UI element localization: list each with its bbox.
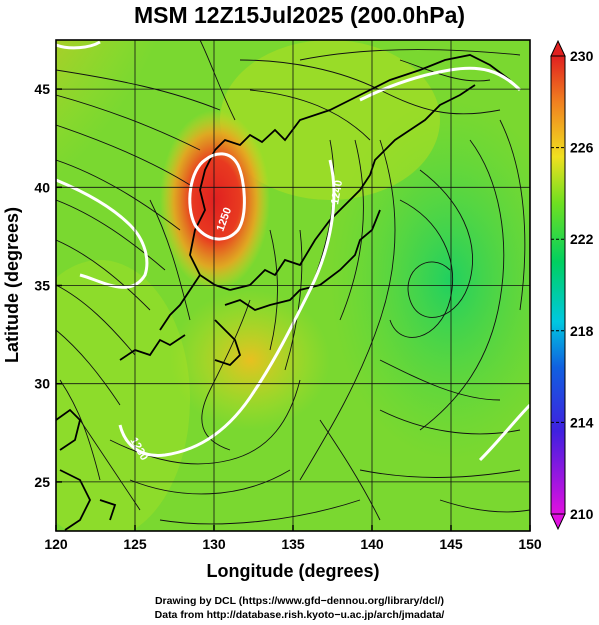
colorbar: 210 214 218 222 226 230 bbox=[550, 39, 594, 531]
x-tick-label: 130 bbox=[202, 536, 226, 552]
contour-1230-ne bbox=[359, 66, 522, 102]
y-tick-label: 30 bbox=[34, 376, 50, 392]
contour-1230-top bbox=[56, 40, 101, 50]
colorbar-tick-label: 222 bbox=[570, 231, 594, 247]
x-tick-label: 120 bbox=[44, 536, 68, 552]
colorbar-tick-label: 226 bbox=[570, 140, 594, 156]
streamlines bbox=[56, 40, 530, 525]
axis-ticks: 120 125 130 135 140 145 150 25 30 35 40 45 bbox=[34, 81, 541, 552]
contour-1240 bbox=[118, 159, 336, 457]
x-tick-label: 140 bbox=[360, 536, 384, 552]
colorbar-tick-label: 230 bbox=[570, 48, 594, 64]
map-title: MSM 12Z15Jul2025 (200.0hPa) bbox=[133, 2, 466, 28]
y-axis-title: Latitude (degrees) bbox=[2, 207, 22, 363]
y-tick-label: 35 bbox=[34, 278, 50, 294]
credits-line-1: Drawing by DCL (https://www.gfd−dennou.o… bbox=[154, 595, 445, 607]
colorbar-tick-label: 210 bbox=[570, 506, 594, 522]
coastlines bbox=[56, 54, 511, 531]
x-tick-label: 150 bbox=[518, 536, 542, 552]
height-contours bbox=[56, 40, 530, 462]
colorbar-tick-label: 214 bbox=[570, 414, 594, 430]
contour-label-1240: 1240 bbox=[329, 179, 345, 205]
x-tick-label: 135 bbox=[281, 536, 305, 552]
credits-line-2: Data from http://database.rish.kyoto−u.a… bbox=[154, 609, 445, 621]
x-axis-title: Longitude (degrees) bbox=[206, 561, 379, 581]
y-tick-label: 25 bbox=[34, 474, 50, 490]
y-tick-label: 45 bbox=[34, 81, 50, 97]
contour-1230-se bbox=[478, 403, 530, 462]
y-tick-label: 40 bbox=[34, 179, 50, 195]
colorbar-tick-label: 218 bbox=[570, 323, 594, 339]
x-tick-label: 125 bbox=[123, 536, 147, 552]
x-tick-label: 145 bbox=[439, 536, 463, 552]
contour-1250 bbox=[188, 152, 246, 241]
